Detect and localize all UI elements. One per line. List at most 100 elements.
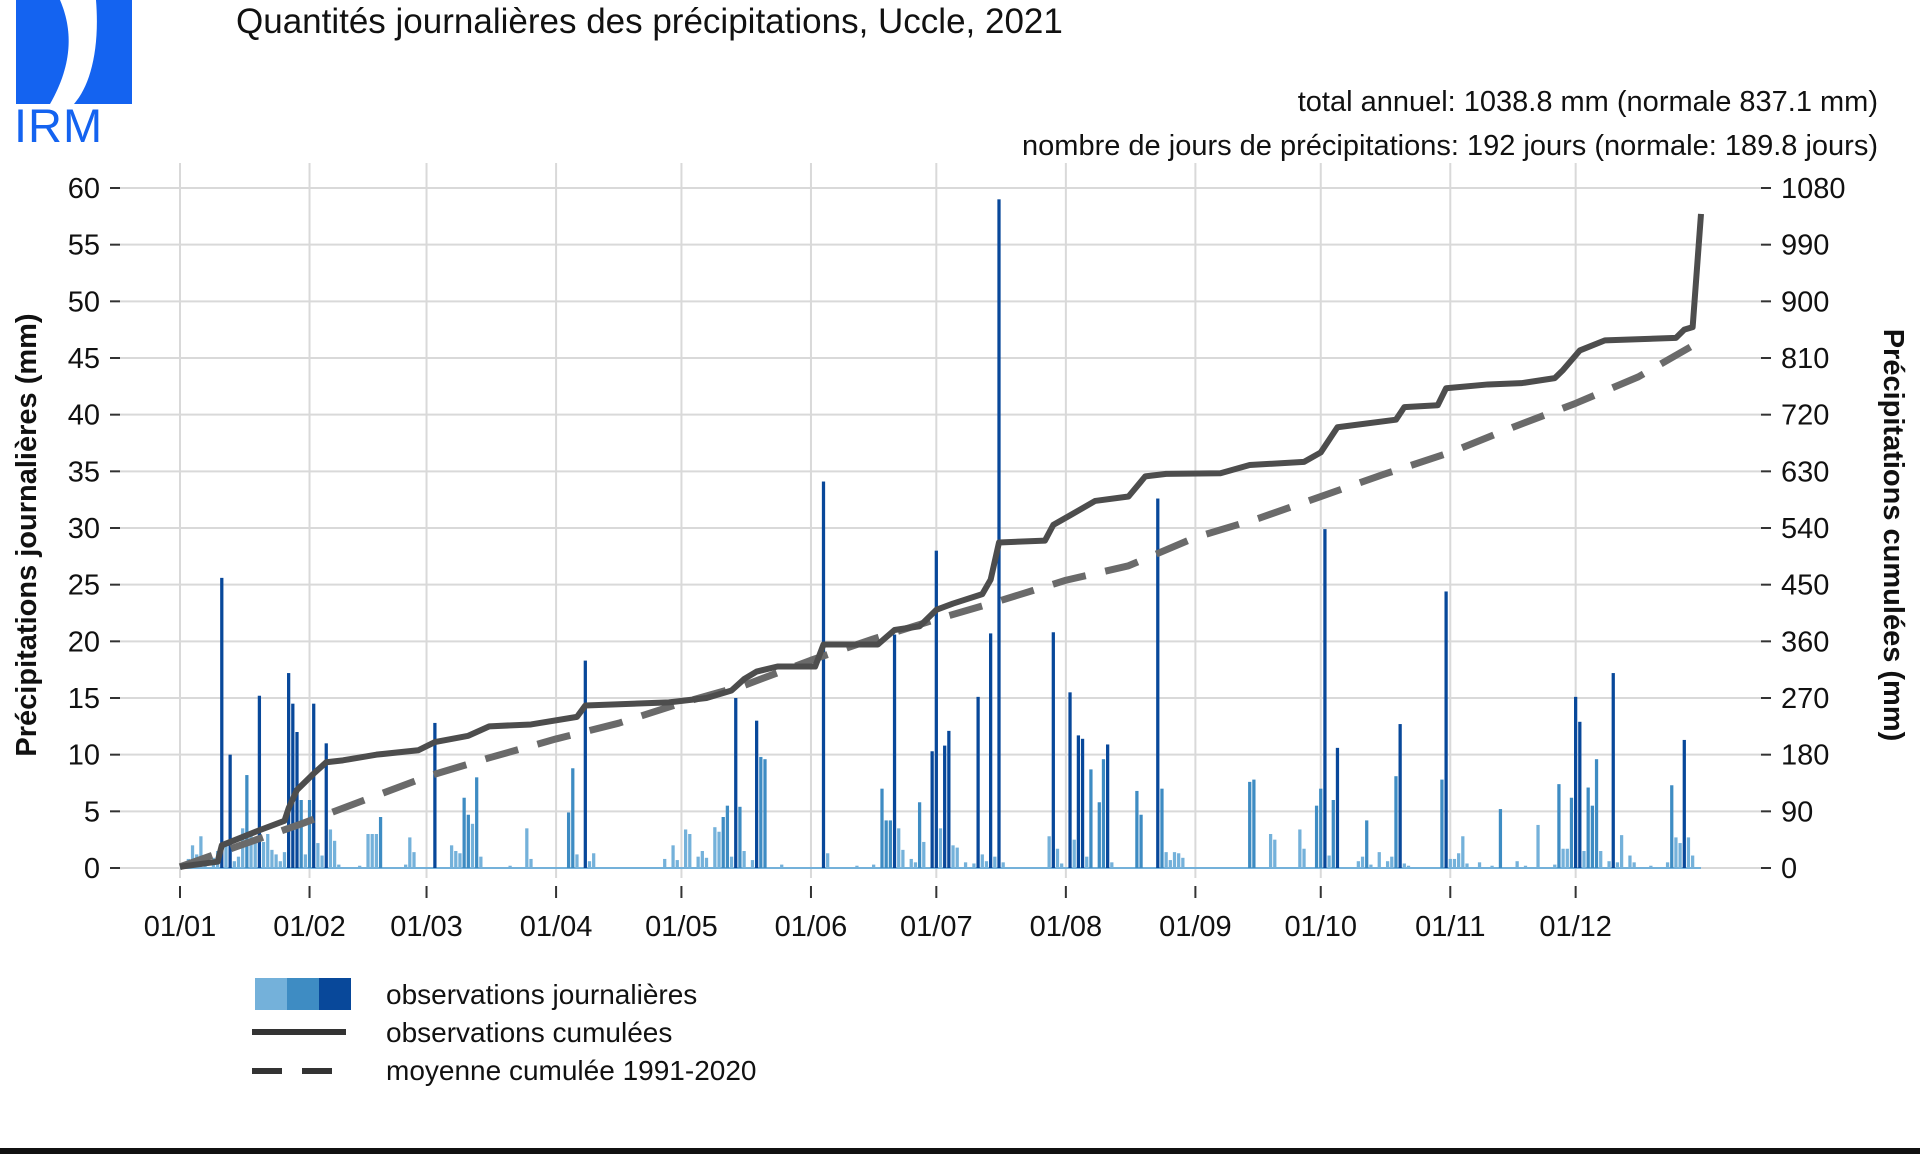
daily-bar xyxy=(1164,852,1168,868)
daily-bar xyxy=(1302,848,1306,868)
y-tick-label: 25 xyxy=(68,570,100,602)
y2-tick-label: 990 xyxy=(1781,230,1829,262)
daily-bar xyxy=(901,849,905,868)
daily-bar xyxy=(663,858,667,868)
daily-bar xyxy=(1168,860,1172,868)
y-tick-label: 5 xyxy=(84,796,100,828)
y-tick-label: 15 xyxy=(68,683,100,715)
y-tick-label: 55 xyxy=(68,230,100,262)
daily-bar xyxy=(366,834,370,868)
daily-bar xyxy=(972,863,976,868)
daily-bar xyxy=(1632,862,1636,868)
y-tick-label: 35 xyxy=(68,456,100,488)
daily-bar xyxy=(1607,861,1611,868)
daily-bar xyxy=(855,865,859,868)
daily-bar xyxy=(1448,858,1452,868)
daily-bar xyxy=(1252,779,1256,868)
daily-bar xyxy=(1611,673,1615,868)
y2-tick-label: 0 xyxy=(1781,853,1797,885)
daily-bar xyxy=(1477,862,1482,868)
cumulative-observations-line xyxy=(179,213,1704,870)
daily-bar xyxy=(1523,865,1528,868)
y2-tick-label: 90 xyxy=(1781,796,1813,828)
daily-bar xyxy=(755,720,759,868)
legend-swatch-dark xyxy=(319,978,351,1010)
daily-bar xyxy=(224,840,228,868)
daily-bar xyxy=(220,577,224,868)
daily-bar xyxy=(1369,864,1373,868)
daily-bar xyxy=(951,845,955,868)
daily-bar xyxy=(1047,836,1051,868)
daily-bar xyxy=(1365,820,1369,868)
daily-bar xyxy=(713,827,717,868)
daily-bar xyxy=(307,800,312,868)
daily-bar xyxy=(408,837,412,868)
daily-bar xyxy=(1686,837,1691,868)
daily-bar xyxy=(943,745,947,868)
daily-bar xyxy=(763,759,767,868)
daily-bar xyxy=(587,861,592,868)
daily-bar xyxy=(1586,787,1590,868)
daily-bar xyxy=(1553,864,1557,868)
daily-bar xyxy=(475,777,479,868)
x-tick-label: 01/12 xyxy=(1539,911,1612,943)
nombre-jours-text: nombre de jours de précipitations: 192 j… xyxy=(1022,130,1878,162)
y-tick-label: 45 xyxy=(68,343,100,375)
daily-bar xyxy=(320,855,324,868)
y2-axis-label: Précipitations cumulées (mm) xyxy=(1877,329,1909,742)
daily-bar xyxy=(370,834,374,868)
daily-bar xyxy=(291,703,295,868)
daily-bar xyxy=(997,199,1001,869)
daily-bar xyxy=(1097,802,1101,868)
y2-tick-label: 270 xyxy=(1781,683,1829,715)
y2-tick-label: 180 xyxy=(1781,740,1829,772)
daily-bar xyxy=(1582,851,1586,868)
daily-bar xyxy=(721,817,725,868)
daily-bar xyxy=(1394,776,1398,868)
daily-bar xyxy=(930,751,934,868)
legend-label-normal: moyenne cumulée 1991-2020 xyxy=(386,1055,756,1086)
y-tick-label: 60 xyxy=(68,173,100,205)
y2-tick-label: 720 xyxy=(1781,400,1829,432)
x-tick-label: 01/09 xyxy=(1159,911,1232,943)
daily-bar xyxy=(245,775,249,868)
daily-bar xyxy=(454,851,458,868)
y2-tick-label: 810 xyxy=(1781,343,1829,375)
daily-bar xyxy=(1452,858,1457,868)
daily-bar xyxy=(253,839,257,868)
y2-tick-label: 1080 xyxy=(1781,173,1846,205)
daily-bar xyxy=(683,829,688,868)
total-annuel-text: total annuel: 1038.8 mm (normale 837.1 m… xyxy=(1297,86,1878,118)
x-tick-label: 01/11 xyxy=(1415,911,1485,943)
daily-bar xyxy=(1360,856,1365,868)
daily-bar xyxy=(1670,785,1674,868)
daily-bar xyxy=(299,800,303,868)
axes: 0 0 5 90 10 180 15 270 20 360 25 450 30 540 35 630 40 720… xyxy=(68,173,1846,943)
daily-bar xyxy=(316,843,320,868)
cumulative-normal-line xyxy=(178,337,1703,871)
daily-bar xyxy=(897,828,901,868)
daily-bar xyxy=(738,806,742,868)
daily-bar xyxy=(1319,788,1323,868)
daily-bar xyxy=(1331,800,1335,868)
daily-bar xyxy=(1665,862,1670,868)
daily-bar xyxy=(1402,863,1406,868)
daily-bar xyxy=(1557,784,1561,868)
daily-bar xyxy=(274,854,278,868)
x-tick-label: 01/05 xyxy=(645,911,718,943)
daily-bar xyxy=(236,856,241,868)
daily-bar xyxy=(466,814,470,868)
daily-bar xyxy=(759,756,763,868)
daily-bar xyxy=(462,797,466,868)
daily-bar xyxy=(199,836,203,868)
daily-bar xyxy=(909,858,913,868)
daily-bar xyxy=(742,851,746,868)
legend-swatch-light xyxy=(255,978,287,1010)
y-tick-label: 0 xyxy=(84,853,100,885)
daily-bar xyxy=(374,834,379,868)
daily-bar xyxy=(378,817,383,868)
daily-bar xyxy=(470,823,475,868)
daily-bar xyxy=(1691,855,1695,868)
daily-bar xyxy=(913,862,918,868)
